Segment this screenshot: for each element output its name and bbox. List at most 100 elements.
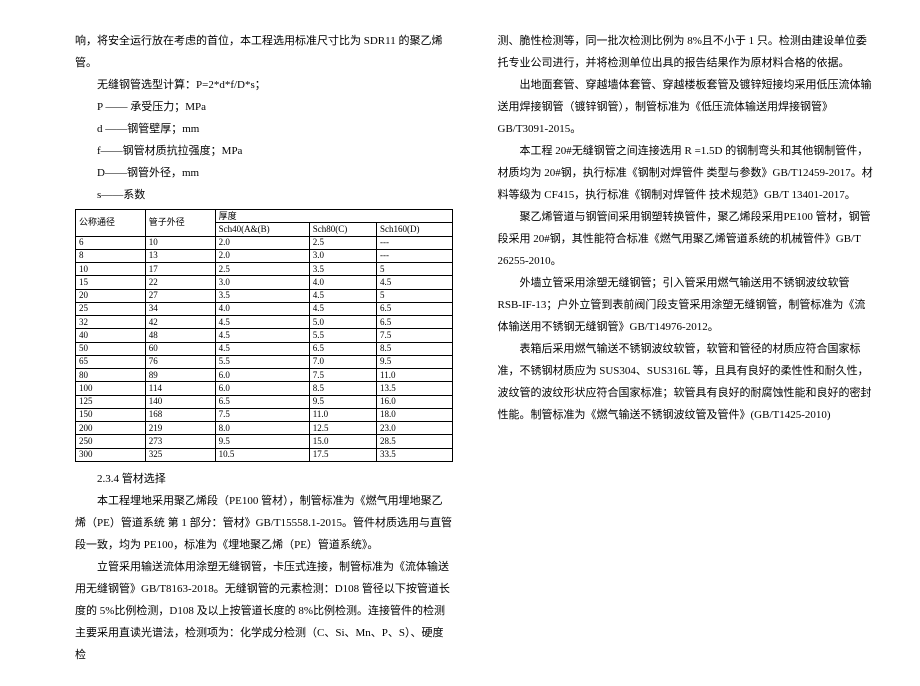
table-cell: 27 bbox=[145, 289, 215, 302]
table-cell: 3.0 bbox=[309, 249, 376, 262]
table-cell: 250 bbox=[76, 435, 146, 448]
table-row: 10172.53.55 bbox=[76, 263, 453, 276]
def-f: f——钢管材质抗拉强度；MPa bbox=[75, 140, 453, 162]
table-cell: 7.5 bbox=[215, 408, 309, 421]
table-row: 1251406.59.516.0 bbox=[76, 395, 453, 408]
table-cell: 114 bbox=[145, 382, 215, 395]
left-p1: 响，将安全运行放在考虑的首位，本工程选用标准尺寸比为 SDR11 的聚乙烯管。 bbox=[75, 30, 453, 74]
table-cell: 3.5 bbox=[215, 289, 309, 302]
table-cell: 11.0 bbox=[377, 369, 452, 382]
left-p2: 本工程埋地采用聚乙烯段（PE100 管材），制管标准为《燃气用埋地聚乙烯（PE）… bbox=[75, 490, 453, 556]
table-cell: 3.5 bbox=[309, 263, 376, 276]
def-big-d: D——钢管外径，mm bbox=[75, 162, 453, 184]
table-cell: 4.5 bbox=[215, 329, 309, 342]
table-row: 80896.07.511.0 bbox=[76, 369, 453, 382]
table-cell: 4.5 bbox=[377, 276, 452, 289]
table-row: 15223.04.04.5 bbox=[76, 276, 453, 289]
table-cell: 2.0 bbox=[215, 249, 309, 262]
table-cell: 20 bbox=[76, 289, 146, 302]
right-p2: 出地面套管、穿越墙体套管、穿越楼板套管及镀锌短接均采用低压流体输送用焊接钢管（镀… bbox=[498, 74, 876, 140]
left-column: 响，将安全运行放在考虑的首位，本工程选用标准尺寸比为 SDR11 的聚乙烯管。 … bbox=[75, 30, 453, 666]
right-p1: 测、脆性检测等，同一批次检测比例为 8%且不小于 1 只。检测由建设单位委托专业… bbox=[498, 30, 876, 74]
table-cell: 50 bbox=[76, 342, 146, 355]
table-row: 8132.03.0--- bbox=[76, 249, 453, 262]
table-cell: 10 bbox=[145, 236, 215, 249]
table-cell: 140 bbox=[145, 395, 215, 408]
table-cell: 6.0 bbox=[215, 369, 309, 382]
table-cell: 15 bbox=[76, 276, 146, 289]
table-cell: 100 bbox=[76, 382, 146, 395]
table-cell: 6 bbox=[76, 236, 146, 249]
def-d: d ——钢管壁厚；mm bbox=[75, 118, 453, 140]
table-cell: 300 bbox=[76, 448, 146, 461]
table-row: 2002198.012.523.0 bbox=[76, 422, 453, 435]
table-cell: 168 bbox=[145, 408, 215, 421]
th-thickness: 厚度 bbox=[215, 210, 452, 223]
table-cell: 25 bbox=[76, 302, 146, 315]
table-cell: 15.0 bbox=[309, 435, 376, 448]
right-column: 测、脆性检测等，同一批次检测比例为 8%且不小于 1 只。检测由建设单位委托专业… bbox=[498, 30, 876, 666]
th-nominal: 公称通径 bbox=[76, 210, 146, 237]
table-row: 32424.55.06.5 bbox=[76, 316, 453, 329]
table-cell: 7.5 bbox=[377, 329, 452, 342]
table-cell: 5 bbox=[377, 263, 452, 276]
table-cell: 9.5 bbox=[215, 435, 309, 448]
calc-line: 无缝钢管选型计算：P=2*d*f/D*s； bbox=[75, 74, 453, 96]
right-p4: 聚乙烯管道与钢管间采用钢塑转换管件，聚乙烯段采用PE100 管材，钢管段采用 2… bbox=[498, 206, 876, 272]
table-row: 25344.04.56.5 bbox=[76, 302, 453, 315]
table-cell: 34 bbox=[145, 302, 215, 315]
section-2-3-4: 2.3.4 管材选择 bbox=[75, 468, 453, 490]
table-cell: 8.0 bbox=[215, 422, 309, 435]
table-cell: 150 bbox=[76, 408, 146, 421]
table-cell: 4.5 bbox=[309, 289, 376, 302]
th-sch80: Sch80(C) bbox=[309, 223, 376, 236]
table-cell: 13.5 bbox=[377, 382, 452, 395]
table-cell: 23.0 bbox=[377, 422, 452, 435]
table-row: 40484.55.57.5 bbox=[76, 329, 453, 342]
table-cell: 6.5 bbox=[215, 395, 309, 408]
table-cell: 4.5 bbox=[309, 302, 376, 315]
table-cell: 10 bbox=[76, 263, 146, 276]
def-s: s——系数 bbox=[75, 184, 453, 206]
def-p: P —— 承受压力；MPa bbox=[75, 96, 453, 118]
table-cell: 40 bbox=[76, 329, 146, 342]
table-cell: 5.5 bbox=[309, 329, 376, 342]
table-cell: 2.5 bbox=[215, 263, 309, 276]
table-cell: 8.5 bbox=[377, 342, 452, 355]
table-cell: 11.0 bbox=[309, 408, 376, 421]
table-row: 1501687.511.018.0 bbox=[76, 408, 453, 421]
table-cell: 60 bbox=[145, 342, 215, 355]
table-cell: 76 bbox=[145, 355, 215, 368]
table-row: 50604.56.58.5 bbox=[76, 342, 453, 355]
table-cell: 6.0 bbox=[215, 382, 309, 395]
table-cell: --- bbox=[377, 249, 452, 262]
table-cell: 4.5 bbox=[215, 316, 309, 329]
table-cell: 10.5 bbox=[215, 448, 309, 461]
table-cell: 125 bbox=[76, 395, 146, 408]
table-cell: 18.0 bbox=[377, 408, 452, 421]
table-cell: 8 bbox=[76, 249, 146, 262]
table-row: 1001146.08.513.5 bbox=[76, 382, 453, 395]
right-p6: 表箱后采用燃气输送不锈钢波纹软管，软管和管径的材质应符合国家标准，不锈钢材质应为… bbox=[498, 338, 876, 426]
table-cell: 9.5 bbox=[377, 355, 452, 368]
right-p5: 外墙立管采用涂塑无缝钢管；引入管采用燃气输送用不锈钢波纹软管 RSB-IF-13… bbox=[498, 272, 876, 338]
table-cell: 33.5 bbox=[377, 448, 452, 461]
table-cell: 80 bbox=[76, 369, 146, 382]
table-cell: 219 bbox=[145, 422, 215, 435]
table-row: 65765.57.09.5 bbox=[76, 355, 453, 368]
table-cell: 4.0 bbox=[309, 276, 376, 289]
table-cell: 3.0 bbox=[215, 276, 309, 289]
table-cell: 4.5 bbox=[215, 342, 309, 355]
th-sch160: Sch160(D) bbox=[377, 223, 452, 236]
table-cell: 2.5 bbox=[309, 236, 376, 249]
table-cell: 6.5 bbox=[377, 302, 452, 315]
table-cell: 12.5 bbox=[309, 422, 376, 435]
table-cell: 4.0 bbox=[215, 302, 309, 315]
pipe-table: 公称通径 管子外径 厚度 Sch40(A&(B) Sch80(C) Sch160… bbox=[75, 209, 453, 462]
right-p3: 本工程 20#无缝钢管之间连接选用 R =1.5D 的钢制弯头和其他钢制管件，材… bbox=[498, 140, 876, 206]
table-cell: 8.5 bbox=[309, 382, 376, 395]
table-cell: 7.5 bbox=[309, 369, 376, 382]
table-cell: 200 bbox=[76, 422, 146, 435]
table-cell: 65 bbox=[76, 355, 146, 368]
table-cell: 273 bbox=[145, 435, 215, 448]
